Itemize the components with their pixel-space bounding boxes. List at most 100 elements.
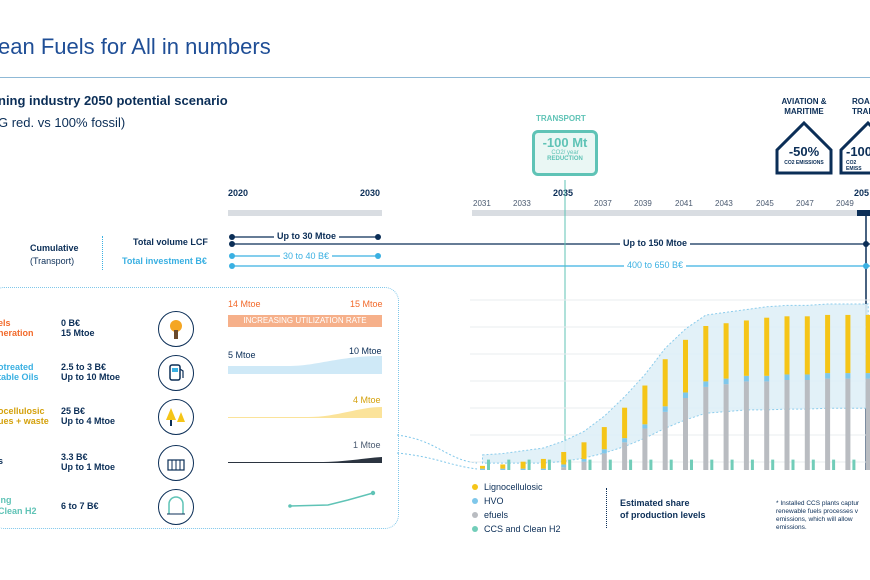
bar-lignocellulosic-2046 [784, 316, 790, 375]
bar-lignocellulosic-2038 [622, 407, 628, 439]
bar-hvo-2042 [703, 381, 709, 387]
row4-area [228, 457, 382, 463]
bar-lignocellulosic-2049 [845, 314, 851, 374]
timeline-bar-late [472, 210, 862, 216]
row2-name2: table Oils [0, 372, 39, 382]
ccs-hydrogen-icon [158, 489, 194, 525]
bar-ccs-2031 [487, 459, 490, 470]
bar-hvo-2037 [601, 449, 607, 454]
bar-lignocellulosic-2047 [804, 316, 810, 375]
milestone-aviation-value: -50% [788, 144, 820, 159]
bar-ccs-2035 [568, 459, 572, 470]
legend-label-lignocellulosic: Lignocellulosic [484, 482, 543, 492]
legend-swatch-hvo [472, 498, 478, 504]
year-2030: 2030 [360, 188, 381, 198]
investment-2030-value: 30 to 40 B€ [280, 251, 333, 261]
bar-hvo-2034 [540, 468, 546, 470]
row3-invest: 25 B€ [61, 406, 86, 416]
bar-efuels-2050 [865, 378, 870, 470]
bar-efuels-2035 [561, 467, 567, 470]
bar-hvo-2036 [581, 458, 587, 462]
fuel-rows-panel [0, 287, 399, 529]
legend-swatch-efuels [472, 512, 478, 518]
bar-lignocellulosic-2048 [825, 314, 831, 374]
milestone-transport-value: -100 Mt [542, 135, 588, 150]
bar-lignocellulosic-2045 [764, 317, 770, 376]
year-2050: 205 [854, 188, 870, 198]
bar-efuels-2038 [622, 442, 628, 470]
bar-ccs-2045 [771, 459, 775, 470]
bar-ccs-2032 [507, 459, 511, 470]
year-2035: 2035 [553, 188, 574, 198]
milestone-road-note: CO2 EMISS [846, 160, 862, 172]
legend-label-efuels: efuels [484, 510, 509, 520]
bar-hvo-2049 [845, 373, 851, 379]
row4-invest: 3.3 B€ [61, 452, 88, 462]
row2-volume: Up to 10 Mtoe [61, 372, 121, 382]
row3-area [228, 407, 382, 418]
bar-ccs-2034 [547, 459, 551, 470]
refinery-tree-icon [158, 311, 194, 347]
row5-name2: Clean H2 [0, 506, 37, 516]
bar-lignocellulosic-2035 [561, 452, 567, 465]
bar-hvo-2045 [764, 375, 770, 382]
bar-hvo-2040 [662, 406, 668, 412]
bar-ccs-2047 [811, 459, 815, 470]
bar-hvo-2048 [825, 373, 831, 379]
year-2045: 2045 [756, 199, 774, 208]
row2-end: 10 Mtoe [349, 346, 382, 356]
bar-efuels-2042 [703, 386, 709, 470]
milestone-road-badge [839, 120, 870, 175]
bar-ccs-2040 [669, 459, 673, 470]
funnel-connector [397, 434, 478, 470]
milestone-transport-unit: CO2/ year [551, 150, 579, 156]
page-title: ean Fuels for All in numbers [0, 34, 271, 59]
year-2043: 2043 [715, 199, 733, 208]
milestone-road-label: ROA TRANS [852, 97, 870, 116]
bar-ccs-2043 [730, 459, 734, 470]
bar-lignocellulosic-2042 [703, 326, 709, 382]
milestone-aviation-badge [775, 120, 833, 175]
bar-hvo-2050 [865, 373, 870, 379]
bar-ccs-2049 [852, 459, 856, 470]
bar-lignocellulosic-2037 [601, 427, 607, 450]
timeline-bar-end [857, 210, 870, 216]
bar-lignocellulosic-2039 [642, 385, 648, 425]
bar-efuels-2039 [642, 428, 648, 470]
bar-ccs-2042 [710, 459, 714, 470]
milestone-transport-label: TRANSPORT [536, 114, 586, 123]
bar-efuels-2046 [784, 380, 790, 470]
footnote-line-2: renewable fuels processes v [776, 508, 859, 515]
bar-ccs-2044 [750, 459, 754, 470]
bar-efuels-2049 [845, 378, 851, 470]
bar-hvo-2039 [642, 424, 648, 429]
bar-hvo-2047 [804, 374, 810, 380]
bar-efuels-2044 [743, 381, 749, 470]
header-divider [0, 77, 870, 78]
bar-hvo-2031 [480, 468, 485, 470]
bar-lignocellulosic-2032 [500, 464, 506, 469]
row4-name: s [0, 456, 4, 466]
milestone-aviation-note: CO2 EMISSIONS [784, 160, 824, 166]
footnote-line-1: * Installed CCS plants captur [776, 500, 860, 507]
utilization-banner: INCREASING UTILIZATION RATE [228, 315, 382, 327]
fuel-pump-icon [158, 355, 194, 391]
year-2041: 2041 [675, 199, 693, 208]
row2-invest: 2.5 to 3 B€ [61, 362, 107, 372]
cumulative-sublabel: (Transport) [30, 256, 75, 266]
footnote-line-4: emissions. [776, 524, 807, 531]
bar-lignocellulosic-2031 [480, 465, 485, 469]
legend-caption-1: Estimated share [620, 498, 690, 508]
year-2033: 2033 [513, 199, 531, 208]
row1-name2: neration [0, 328, 34, 338]
row4-end: 1 Mtoe [353, 440, 381, 450]
volume-2050-value: Up to 150 Mtoe [620, 238, 691, 248]
bar-lignocellulosic-2044 [743, 320, 749, 376]
year-2039: 2039 [634, 199, 652, 208]
forest-waste-icon [158, 399, 194, 435]
bar-lignocellulosic-2040 [662, 359, 668, 407]
volume-2030-value: Up to 30 Mtoe [274, 231, 340, 241]
bar-lignocellulosic-2041 [683, 339, 688, 393]
bar-efuels-2045 [764, 381, 770, 470]
bar-hvo-2046 [784, 374, 790, 380]
